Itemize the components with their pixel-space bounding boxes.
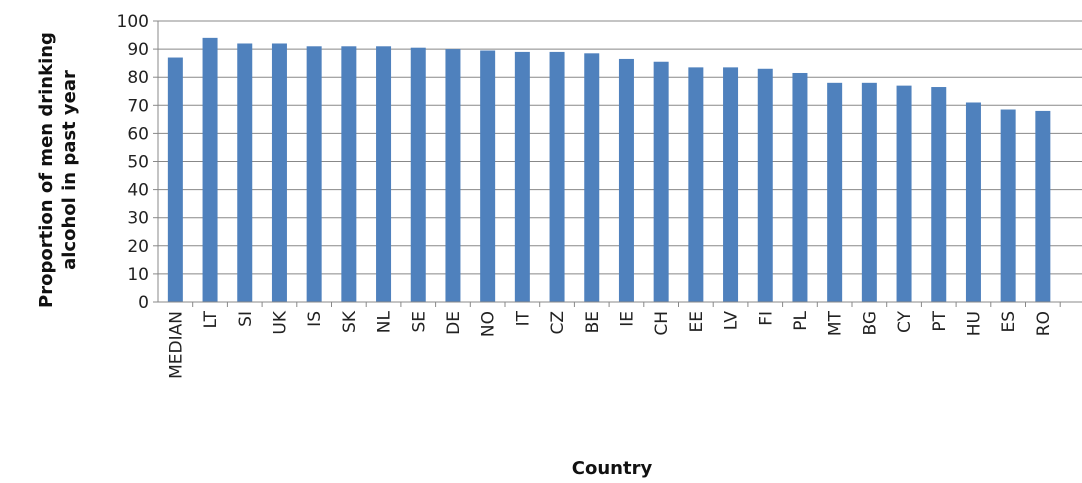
x-tick-label-ee: EE [687, 311, 707, 332]
y-tick-label: 30 [127, 209, 149, 229]
y-tick-label: 0 [138, 293, 149, 313]
bar-fi [757, 68, 773, 303]
x-axis-title: Country [572, 458, 653, 479]
bar-pt [931, 87, 947, 302]
x-tick-label-ie: IE [617, 311, 637, 327]
bar-ie [618, 58, 634, 303]
bar-de [445, 49, 461, 302]
y-tick-label: 60 [127, 124, 149, 144]
x-tick-label-median: MEDIAN [166, 311, 186, 379]
bar-si [237, 43, 253, 302]
y-tick-label: 90 [127, 40, 149, 60]
bars [167, 37, 1051, 303]
x-tick-label-lv: LV [722, 311, 742, 331]
y-tick-label: 100 [117, 12, 149, 32]
x-tick-label-pt: PT [930, 310, 950, 331]
bar-lv [723, 67, 739, 303]
y-tick-label: 50 [127, 153, 149, 173]
x-tick-label-se: SE [409, 311, 429, 333]
x-tick-label-de: DE [444, 311, 464, 335]
bar-uk [271, 43, 287, 302]
bar-cy [896, 85, 912, 302]
bar-cz [549, 51, 565, 302]
bar-ch [653, 61, 669, 303]
y-tick-label: 40 [127, 181, 149, 201]
x-tick-label-is: IS [305, 311, 325, 327]
x-tick-label-bg: BG [860, 311, 880, 336]
x-tick-label-it: IT [513, 310, 533, 326]
x-axis-ticks: MEDIAN LT SI UK IS SK NL SE DE NO IT CZ BE IE CH EE LV FI… [166, 302, 1061, 379]
x-tick-label-lt: LT [201, 310, 221, 328]
bar-es [1000, 109, 1016, 302]
bar-median [167, 57, 183, 302]
bar-lt [202, 37, 218, 303]
bar-sk [341, 46, 357, 302]
x-tick-label-uk: UK [270, 310, 290, 334]
y-tick-label: 80 [127, 68, 149, 88]
x-tick-label-si: SI [236, 311, 256, 327]
x-tick-label-nl: NL [375, 310, 395, 333]
x-tick-label-hu: HU [964, 311, 984, 336]
x-tick-label-ro: RO [1034, 311, 1054, 336]
bar-ee [688, 67, 704, 303]
bar-hu [965, 102, 981, 303]
y-axis-title-line-2: alcohol in past year [59, 70, 80, 270]
bar-ro [1035, 110, 1051, 302]
bar-no [480, 50, 496, 302]
x-tick-label-es: ES [999, 311, 1019, 333]
y-tick-label: 10 [127, 265, 149, 285]
y-axis-ticks: 0 10 20 30 40 50 60 70 80 90 100 [117, 12, 159, 313]
bar-nl [376, 46, 392, 302]
x-tick-label-fi: FI [756, 311, 776, 326]
x-tick-label-pl: PL [791, 310, 811, 330]
x-tick-label-no: NO [479, 311, 499, 337]
bar-se [410, 47, 426, 302]
x-tick-label-cz: CZ [548, 311, 568, 335]
y-tick-label: 20 [127, 237, 149, 257]
y-tick-label: 70 [127, 96, 149, 116]
bar-bg [861, 82, 877, 302]
bar-is [306, 46, 322, 302]
x-tick-label-be: BE [583, 311, 603, 333]
x-tick-label-cy: CY [895, 310, 915, 333]
x-tick-label-mt: MT [826, 310, 846, 336]
bar-pl [792, 72, 808, 302]
bar-it [514, 51, 530, 302]
x-tick-label-sk: SK [340, 310, 360, 333]
bar-be [584, 53, 600, 302]
x-tick-label-ch: CH [652, 311, 672, 336]
y-axis-title-line-1: Proportion of men drinking [36, 32, 57, 308]
bar-mt [827, 82, 843, 302]
